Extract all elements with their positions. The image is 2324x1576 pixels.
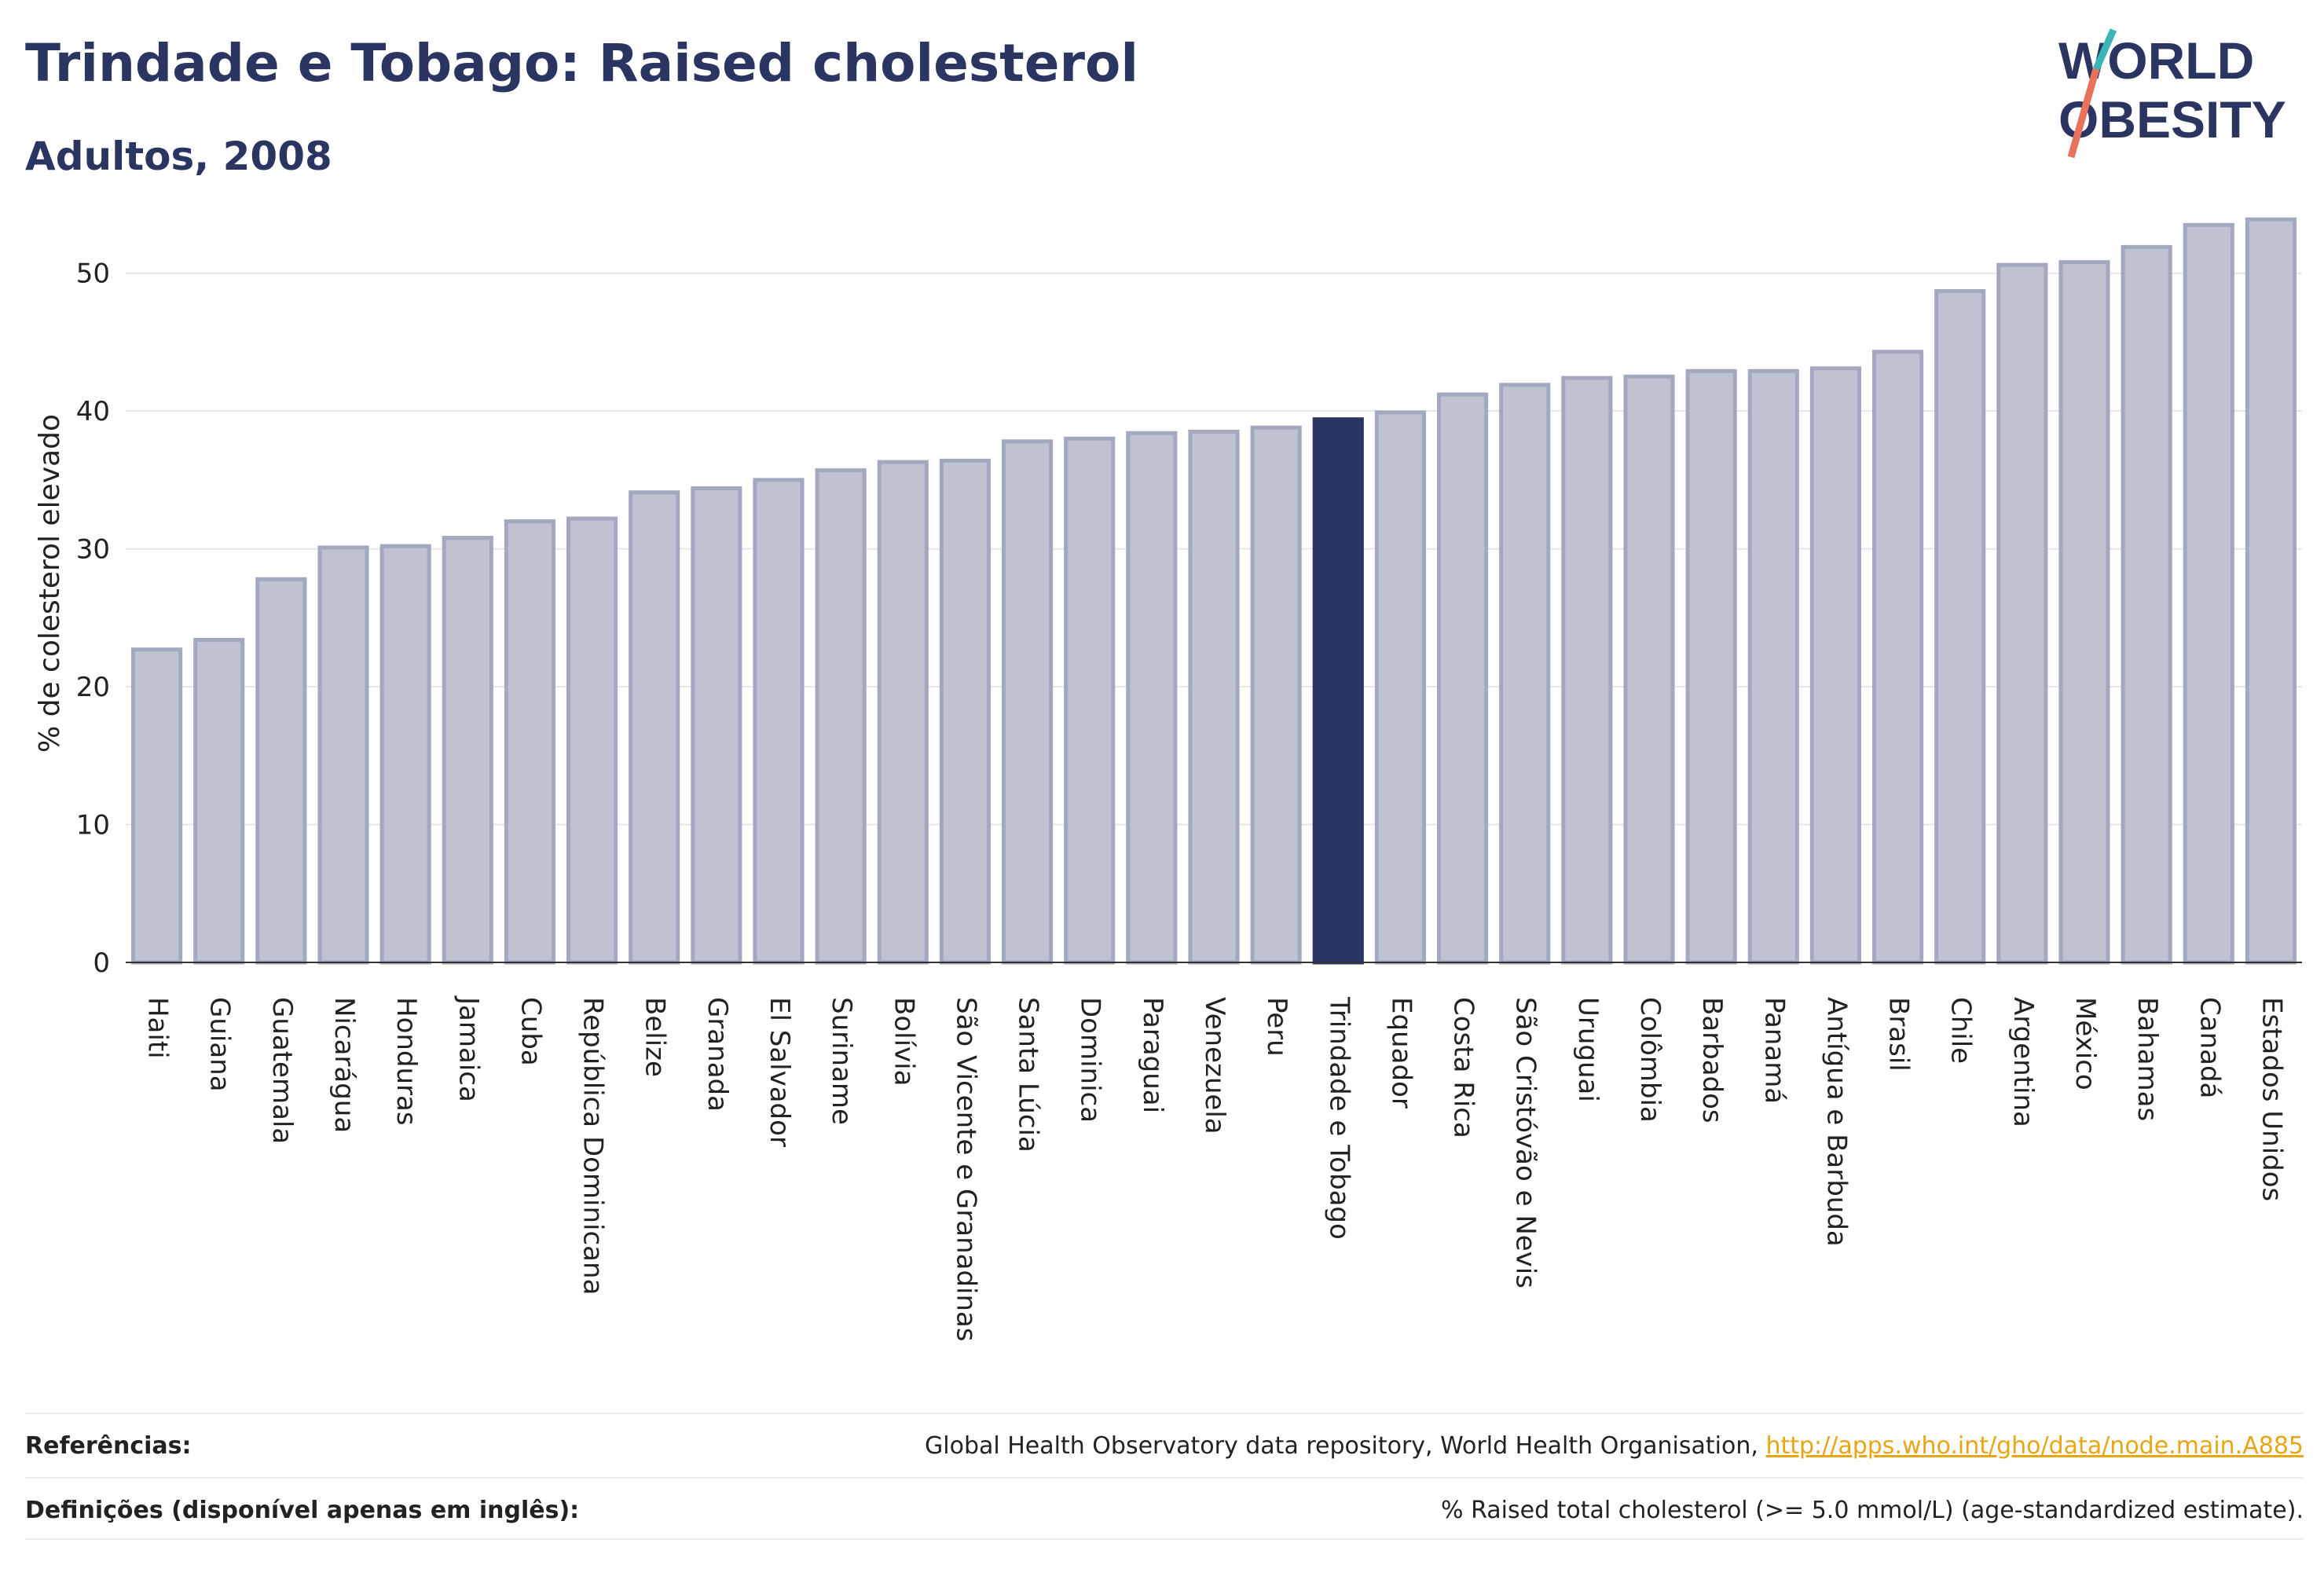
bar[interactable] (753, 478, 805, 965)
x-tick-label: México (2069, 997, 2101, 1090)
bar[interactable] (2121, 244, 2172, 965)
y-tick-label: 20 (76, 672, 110, 703)
bar[interactable] (317, 545, 369, 965)
x-tick-label: Dominica (1075, 997, 1106, 1123)
x-tick-label: Chile (1945, 997, 1977, 1064)
definitions-label: Definições (disponível apenas em inglês)… (25, 1496, 580, 1524)
world-obesity-logo: WORLD OBESITY (2058, 28, 2286, 159)
definitions-text: % Raised total cholesterol (>= 5.0 mmol/… (1441, 1496, 2304, 1524)
bar[interactable] (691, 486, 742, 965)
bar[interactable] (1064, 436, 1116, 965)
y-tick-label: 0 (93, 947, 110, 979)
bar[interactable] (1809, 366, 1862, 965)
logo-slash-coral (2067, 68, 2100, 159)
bar[interactable] (130, 647, 183, 965)
x-tick-label: Cuba (515, 997, 546, 1066)
x-tick-label: São Cristóvão e Nevis (1510, 997, 1541, 1288)
x-tick-label: Guiana (204, 997, 236, 1092)
x-tick-label: Brasil (1883, 997, 1915, 1072)
bar[interactable] (1188, 430, 1240, 965)
bar[interactable] (379, 544, 431, 965)
bar[interactable] (1499, 383, 1551, 965)
bar[interactable] (1374, 410, 1427, 965)
x-tick-label: Honduras (390, 997, 422, 1126)
bar[interactable] (877, 460, 929, 965)
chart-title: Trindade e Tobago: Raised cholesterol (25, 33, 1138, 93)
bar[interactable] (566, 516, 618, 965)
x-tick-label: Argentina (2007, 997, 2039, 1127)
x-tick-label: Haiti (142, 997, 174, 1059)
bar[interactable] (193, 637, 245, 965)
bar[interactable] (1685, 368, 1737, 965)
x-tick-label: Nicarágua (328, 997, 360, 1133)
bar[interactable] (2183, 222, 2234, 965)
bar[interactable] (2245, 217, 2297, 965)
x-tick-label: Uruguai (1572, 997, 1604, 1102)
references-label: Referências: (25, 1431, 192, 1460)
x-tick-label: Jamaica (453, 995, 484, 1102)
bar[interactable] (1623, 374, 1675, 965)
bar[interactable] (1126, 431, 1178, 965)
bar[interactable] (1561, 376, 1613, 965)
references-link[interactable]: http://apps.who.int/gho/data/node.main.A… (1765, 1431, 2304, 1460)
x-tick-label: El Salvador (764, 997, 795, 1147)
x-tick-label: Guatemala (266, 997, 298, 1144)
x-tick-label: República Dominicana (577, 997, 609, 1295)
bar[interactable] (1436, 392, 1489, 965)
bar[interactable] (629, 490, 680, 965)
bar[interactable] (442, 536, 493, 965)
references-value: Global Health Observatory data repositor… (925, 1432, 2304, 1460)
bar[interactable] (815, 468, 867, 965)
x-tick-label: Venezuela (1199, 997, 1230, 1134)
y-tick-labels: 0 10 20 30 40 50 (76, 258, 110, 979)
x-tick-label: Paraguai (1137, 997, 1168, 1113)
bar[interactable] (939, 458, 992, 965)
references-text: Global Health Observatory data repositor… (925, 1431, 1766, 1460)
chart-subtitle: Adultos, 2008 (25, 134, 332, 179)
x-tick-labels: Haiti Guiana Guatemala Nicarágua Honduras Jam… (142, 995, 2288, 1342)
x-tick-label: Antígua e Barbuda (1820, 997, 1852, 1247)
x-tick-label: Santa Lúcia (1013, 997, 1044, 1153)
y-tick-label: 40 (76, 396, 110, 427)
x-tick-label: Trindade e Tobago (1323, 996, 1354, 1240)
y-tick-label: 50 (76, 258, 110, 290)
bar[interactable] (1747, 368, 1799, 965)
bar[interactable] (1996, 262, 2048, 965)
y-tick-label: 10 (76, 810, 110, 841)
x-tick-label: Estados Unidos (2256, 997, 2287, 1201)
x-tick-label: Barbados (1696, 997, 1728, 1123)
logo-slash-teal (2092, 28, 2117, 71)
x-tick-label: Costa Rica (1448, 997, 1479, 1138)
references-row: Referências: Global Health Observatory d… (25, 1413, 2304, 1477)
x-tick-label: Belize (640, 997, 671, 1077)
x-tick-label: Suriname (826, 997, 857, 1125)
y-axis-label: % de colesterol elevado (34, 414, 66, 753)
bar[interactable] (1934, 289, 1986, 965)
bar[interactable] (2058, 260, 2110, 965)
bar-chart: 0 10 20 30 40 50 Haiti Guiana Guatemala Nicarágu… (34, 217, 2302, 1342)
x-tick-label: Bolívia (888, 997, 919, 1086)
logo-word-obesity: OBESITY (2058, 90, 2286, 148)
footer-bottom-divider (25, 1538, 2304, 1540)
x-tick-label: Granada (702, 997, 733, 1112)
bar[interactable] (1001, 439, 1054, 965)
x-tick-label: Bahamas (2132, 997, 2163, 1121)
bar[interactable] (504, 519, 556, 965)
bars (130, 217, 2297, 965)
bar[interactable] (1250, 425, 1302, 965)
definitions-row: Definições (disponível apenas em inglês)… (25, 1477, 2304, 1541)
x-tick-label: Equador (1385, 997, 1417, 1109)
bar[interactable] (255, 577, 307, 965)
x-tick-label: Peru (1261, 997, 1292, 1057)
x-tick-label: Canadá (2194, 997, 2225, 1098)
x-tick-label: São Vicente e Granadinas (950, 997, 981, 1342)
x-tick-label: Colômbia (1634, 997, 1666, 1123)
y-tick-label: 30 (76, 534, 110, 566)
x-tick-label: Panamá (1758, 997, 1790, 1104)
bar[interactable] (1871, 350, 1924, 965)
bar-highlighted[interactable] (1312, 417, 1364, 965)
